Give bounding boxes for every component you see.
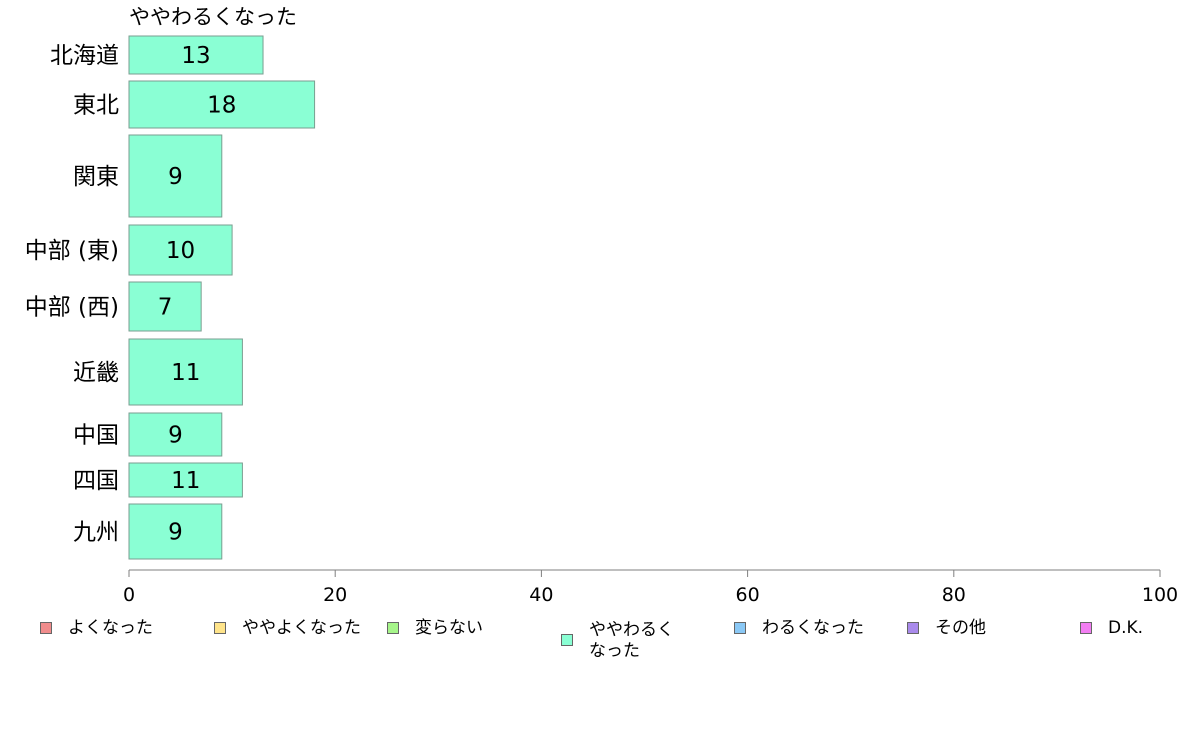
- bar: [128, 412, 223, 457]
- bar: [128, 134, 223, 218]
- bar: [128, 80, 316, 129]
- x-tick-label: 80: [942, 584, 966, 606]
- legend-label: よくなった: [68, 618, 153, 638]
- bar-value-label: 10: [166, 238, 195, 264]
- legend-swatch: [387, 622, 399, 634]
- legend-item-kawaranai: 変らない: [387, 618, 483, 639]
- legend-swatch: [1080, 622, 1092, 634]
- bar-value-label: 18: [207, 93, 236, 119]
- legend-item-yoku-natta: よくなった: [40, 618, 153, 639]
- category-label: 北海道: [50, 43, 119, 69]
- chart-title: ややわるくなった: [129, 5, 297, 29]
- bar-value-label: 9: [168, 520, 183, 546]
- legend-label: ややわるく なった: [589, 620, 674, 661]
- legend-swatch: [40, 622, 52, 634]
- x-axis: 0 20 40 60 80 100: [123, 569, 1178, 606]
- category-label: 東北: [73, 93, 119, 119]
- legend-swatch: [734, 622, 746, 634]
- bar: [128, 338, 243, 406]
- legend-item-dk: D.K.: [1080, 618, 1143, 639]
- legend-swatch: [907, 622, 919, 634]
- category-label: 関東: [73, 164, 119, 190]
- legend-swatch: [561, 634, 573, 646]
- legend-label: わるくなった: [762, 618, 864, 638]
- bar-value-label: 13: [181, 43, 210, 69]
- bar-value-label: 11: [171, 468, 200, 494]
- x-tick-label: 40: [529, 584, 553, 606]
- legend-item-yaya-yoku-natta: ややよくなった: [214, 618, 361, 639]
- x-tick-label: 20: [323, 584, 347, 606]
- legend-label: その他: [935, 618, 986, 638]
- category-label: 中国: [73, 423, 119, 449]
- bar-chart: ややわるくなった 13 北海道 18 東北 9 関東 10 中部 (東) 7 中部 (西) 11 近畿…: [25, 5, 1178, 606]
- legend-label: D.K.: [1108, 618, 1144, 638]
- bar-value-label: 11: [171, 360, 200, 386]
- legend-item-sonota: その他: [907, 618, 986, 639]
- x-tick-label: 60: [736, 584, 760, 606]
- bar-value-label: 9: [168, 423, 183, 449]
- legend-swatch: [214, 622, 226, 634]
- bar-value-label: 7: [158, 295, 173, 321]
- bar: [128, 462, 243, 498]
- category-label: 中部 (東): [25, 238, 119, 264]
- category-label: 九州: [73, 520, 119, 546]
- legend-item-waruku-natta: わるくなった: [734, 618, 864, 639]
- bars: 13 北海道 18 東北 9 関東 10 中部 (東) 7 中部 (西) 11 近畿 9 中国 11 四国 9 九…: [25, 35, 316, 560]
- bar: [128, 503, 223, 560]
- bar-value-label: 9: [168, 164, 183, 190]
- x-tick-label: 100: [1142, 584, 1178, 606]
- category-label: 近畿: [73, 360, 119, 386]
- bar: [128, 281, 202, 332]
- legend-label: 変らない: [415, 618, 483, 638]
- x-tick-label: 0: [123, 584, 135, 606]
- legend: よくなった ややよくなった 変らない ややわるく なった わるくなった その他 …: [0, 618, 1188, 678]
- bar: [128, 224, 233, 276]
- category-label: 中部 (西): [25, 295, 119, 321]
- legend-item-yaya-waruku-natta: ややわるく なった: [561, 620, 674, 662]
- category-label: 四国: [73, 468, 119, 494]
- legend-label: ややよくなった: [242, 618, 361, 638]
- bar: [128, 35, 264, 75]
